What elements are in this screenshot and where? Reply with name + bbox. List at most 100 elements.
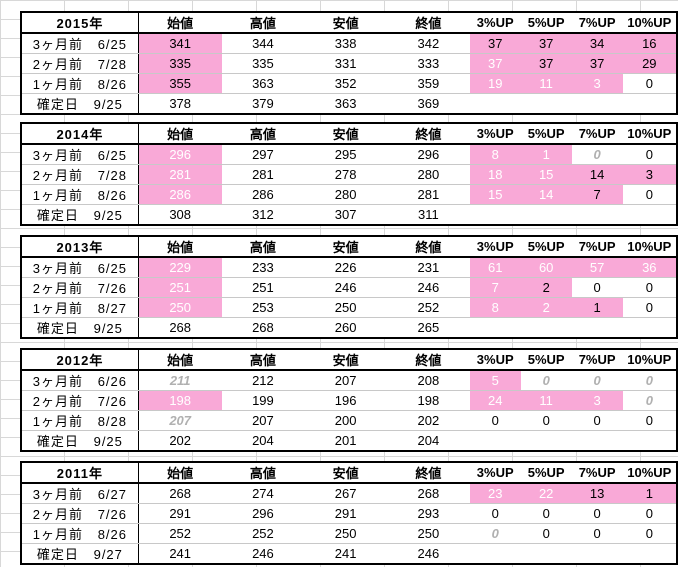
- cell-10up: 0: [622, 523, 678, 544]
- cell-high: 233: [221, 256, 305, 278]
- cell-7up: 7: [571, 184, 623, 205]
- cell-open: 296: [138, 143, 222, 165]
- col-3up: 3%UP: [469, 11, 521, 34]
- cell-low: 291: [304, 503, 388, 524]
- col-7up: 7%UP: [571, 235, 623, 258]
- cell-high: 335: [221, 53, 305, 74]
- row-label: 確定日: [36, 547, 79, 562]
- cell-close: 342: [387, 32, 470, 54]
- row-date: 7/26: [97, 281, 128, 296]
- cell-low: 363: [304, 93, 388, 115]
- cell-3up: 24: [469, 390, 521, 411]
- row-label: 3ヶ月前: [32, 37, 84, 52]
- cell-10up: 0: [622, 390, 678, 411]
- cell-high: 246: [221, 543, 305, 565]
- cell-3up: 8: [469, 297, 521, 318]
- col-open: 始値: [138, 235, 222, 258]
- col-3up: 3%UP: [469, 461, 521, 484]
- cell-7up: 0: [571, 503, 623, 524]
- cell-5up: 15: [520, 164, 572, 185]
- cell-close: 265: [387, 317, 470, 339]
- cell-5up: 22: [520, 482, 572, 504]
- row-label: 1ヶ月前: [32, 301, 84, 316]
- table-2015: 2015年 始値 高値 安値 終値 3%UP 5%UP 7%UP 10%UP 3…: [19, 11, 678, 115]
- col-7up: 7%UP: [571, 461, 623, 484]
- cell-close: 280: [387, 164, 470, 185]
- table-row: 3ヶ月前 6/25 229 233 226 231 61 60 57 36: [19, 256, 678, 278]
- cell-high: 296: [221, 503, 305, 524]
- cell-10up: 0: [622, 369, 678, 391]
- cell-low: 250: [304, 297, 388, 318]
- row-date: 7/26: [97, 507, 128, 522]
- cell-close: 250: [387, 523, 470, 544]
- cell-5up: 1: [520, 143, 572, 165]
- cell-3up: 0: [469, 503, 521, 524]
- year-label: 2015年: [19, 11, 139, 34]
- table-row: 2ヶ月前 7/26 291 296 291 293 0 0 0 0: [19, 503, 678, 524]
- cell-7up: 13: [571, 482, 623, 504]
- row-label: 3ヶ月前: [32, 261, 84, 276]
- cell-5up: 2: [520, 297, 572, 318]
- cell-close: 204: [387, 430, 470, 452]
- cell-3up: 23: [469, 482, 521, 504]
- col-10up: 10%UP: [622, 461, 678, 484]
- cell-open: 202: [138, 430, 222, 452]
- cell-high: 379: [221, 93, 305, 115]
- row-date: 7/28: [97, 168, 128, 183]
- cell-low: 250: [304, 523, 388, 544]
- cell-3up: 0: [469, 410, 521, 431]
- table-row: 3ヶ月前 6/27 268 274 267 268 23 22 13 1: [19, 482, 678, 504]
- cell-10up: 0: [622, 297, 678, 318]
- cell-low: 241: [304, 543, 388, 565]
- row-date: 6/26: [97, 374, 128, 389]
- cell-low: 246: [304, 277, 388, 298]
- row-label: 3ヶ月前: [32, 487, 84, 502]
- cell-7up: 0: [571, 410, 623, 431]
- row-label: 確定日: [36, 321, 79, 336]
- col-10up: 10%UP: [622, 11, 678, 34]
- cell-open: 229: [138, 256, 222, 278]
- year-label: 2013年: [19, 235, 139, 258]
- year-label: 2012年: [19, 348, 139, 371]
- cell-low: 307: [304, 204, 388, 226]
- cell-close: 281: [387, 184, 470, 205]
- row-date: 9/27: [93, 547, 123, 562]
- cell-7up: 0: [571, 143, 623, 165]
- cell-close: 252: [387, 297, 470, 318]
- cell-open: 335: [138, 53, 222, 74]
- col-low: 安値: [304, 348, 388, 371]
- row-label: 1ヶ月前: [32, 188, 84, 203]
- cell-low: 196: [304, 390, 388, 411]
- cell-low: 200: [304, 410, 388, 431]
- row-label: 3ヶ月前: [32, 148, 84, 163]
- col-3up: 3%UP: [469, 235, 521, 258]
- cell-open: 291: [138, 503, 222, 524]
- table-row: 1ヶ月前 8/26 252 252 250 250 0 0 0 0: [19, 523, 678, 544]
- cell-5up: 0: [520, 523, 572, 544]
- cell-3up: 5: [469, 369, 521, 391]
- cell-high: 268: [221, 317, 305, 339]
- table-2014: 2014年 始値 高値 安値 終値 3%UP 5%UP 7%UP 10%UP 3…: [19, 122, 678, 226]
- cell-open: 341: [138, 32, 222, 54]
- table-row: 2ヶ月前 7/26 251 251 246 246 7 2 0 0: [19, 277, 678, 298]
- col-open: 始値: [138, 461, 222, 484]
- cell-close: 246: [387, 543, 470, 565]
- col-10up: 10%UP: [622, 348, 678, 371]
- row-date: 6/25: [97, 37, 128, 52]
- row-date: 6/25: [97, 148, 128, 163]
- col-close: 終値: [387, 122, 470, 145]
- year-label: 2011年: [19, 461, 139, 484]
- cell-7up: 3: [571, 73, 623, 94]
- cell-10up: 36: [622, 256, 678, 278]
- cell-5up: 14: [520, 184, 572, 205]
- cell-5up: 11: [520, 73, 572, 94]
- cell-low: 352: [304, 73, 388, 94]
- cell-open: 268: [138, 317, 222, 339]
- col-high: 高値: [221, 122, 305, 145]
- row-date: 9/25: [93, 208, 123, 223]
- cell-high: 207: [221, 410, 305, 431]
- table-row: 確定日 9/25 202 204 201 204: [19, 430, 678, 452]
- cell-10up: 0: [622, 277, 678, 298]
- cell-3up: 19: [469, 73, 521, 94]
- row-label: 1ヶ月前: [32, 527, 84, 542]
